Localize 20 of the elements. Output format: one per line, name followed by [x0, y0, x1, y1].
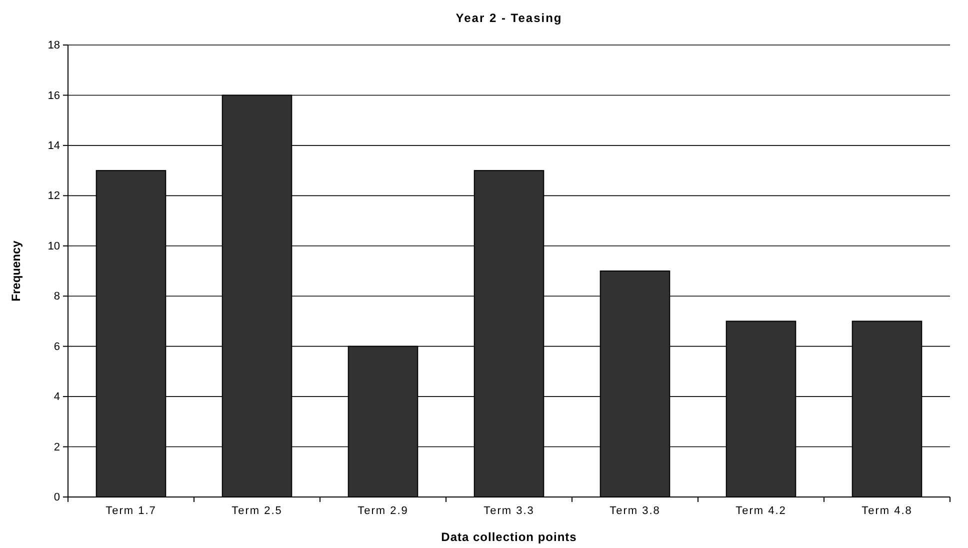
- y-tick-label: 10: [48, 240, 60, 252]
- y-tick-label: 18: [48, 40, 60, 52]
- y-tick-label: 8: [54, 290, 60, 303]
- x-axis-title: Data collection points: [441, 530, 577, 544]
- x-tick-label: Term 1.7: [106, 504, 156, 517]
- x-tick-label: Term 2.5: [232, 504, 282, 517]
- y-tick-label: 2: [54, 441, 60, 454]
- x-tick-label: Term 4.8: [862, 504, 912, 517]
- y-tick-label: 0: [54, 492, 60, 504]
- x-tick-label: Term 4.2: [736, 504, 786, 517]
- y-tick-label: 16: [48, 90, 60, 102]
- y-tick-label: 6: [54, 340, 60, 353]
- x-tick-label: Term 3.8: [610, 504, 660, 517]
- y-axis-title: Frequency: [9, 240, 23, 302]
- x-tick-label: Term 2.9: [358, 504, 408, 517]
- x-tick-label: Term 3.3: [484, 504, 534, 517]
- y-tick-label: 4: [54, 391, 60, 404]
- y-tick-label: 12: [48, 190, 60, 202]
- chart-title: Year 2 - Teasing: [456, 11, 562, 25]
- y-tick-label: 14: [48, 140, 60, 152]
